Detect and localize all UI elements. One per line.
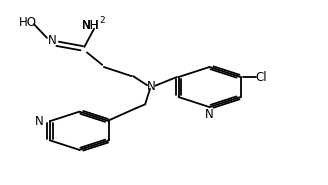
Text: N: N [35,115,44,128]
Text: N: N [48,34,56,47]
Text: HO: HO [19,16,37,29]
Text: Cl: Cl [256,70,267,83]
Text: NH: NH [81,18,99,32]
Text: NH: NH [81,18,99,32]
Text: N: N [205,108,214,121]
Text: 2: 2 [99,16,105,25]
Text: N: N [147,80,155,93]
Text: NH: NH [81,18,99,32]
